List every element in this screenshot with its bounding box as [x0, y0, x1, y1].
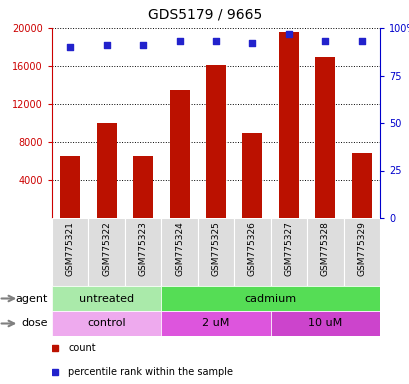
Text: agent: agent: [16, 293, 48, 303]
Text: GSM775323: GSM775323: [138, 222, 147, 276]
Text: count: count: [68, 343, 96, 353]
Bar: [315, 56, 335, 218]
Bar: [52, 311, 161, 336]
Point: [103, 42, 110, 48]
Text: 2 uM: 2 uM: [202, 318, 229, 328]
Text: GSM775324: GSM775324: [175, 222, 184, 276]
Point: [212, 38, 219, 45]
Text: GSM775322: GSM775322: [102, 222, 111, 276]
Bar: [205, 65, 225, 218]
Bar: [125, 218, 161, 286]
Bar: [234, 218, 270, 286]
Text: dose: dose: [21, 318, 48, 328]
Bar: [52, 286, 161, 311]
Point: [357, 38, 364, 45]
Bar: [88, 218, 125, 286]
Bar: [161, 218, 197, 286]
Bar: [270, 311, 379, 336]
Text: GDS5179 / 9665: GDS5179 / 9665: [148, 7, 261, 21]
Bar: [52, 218, 88, 286]
Point: [67, 44, 73, 50]
Text: control: control: [87, 318, 126, 328]
Bar: [306, 218, 343, 286]
Text: GSM775329: GSM775329: [356, 222, 365, 276]
Bar: [270, 218, 306, 286]
Bar: [351, 153, 371, 218]
Bar: [169, 90, 189, 218]
Text: GSM775321: GSM775321: [65, 222, 74, 276]
Point: [139, 42, 146, 48]
Text: cadmium: cadmium: [244, 293, 296, 303]
Text: 10 uM: 10 uM: [308, 318, 342, 328]
Bar: [133, 156, 153, 218]
Bar: [161, 286, 379, 311]
Text: untreated: untreated: [79, 293, 134, 303]
Point: [249, 40, 255, 46]
Bar: [97, 123, 117, 218]
Text: GSM775325: GSM775325: [211, 222, 220, 276]
Bar: [343, 218, 379, 286]
Text: percentile rank within the sample: percentile rank within the sample: [68, 367, 233, 377]
Bar: [278, 32, 298, 218]
Point: [285, 31, 292, 37]
Bar: [242, 132, 262, 218]
Text: GSM775328: GSM775328: [320, 222, 329, 276]
Text: GSM775327: GSM775327: [284, 222, 293, 276]
Bar: [161, 311, 270, 336]
Point: [321, 38, 328, 45]
Bar: [60, 156, 80, 218]
Text: GSM775326: GSM775326: [247, 222, 256, 276]
Point: [176, 38, 182, 45]
Bar: [197, 218, 234, 286]
